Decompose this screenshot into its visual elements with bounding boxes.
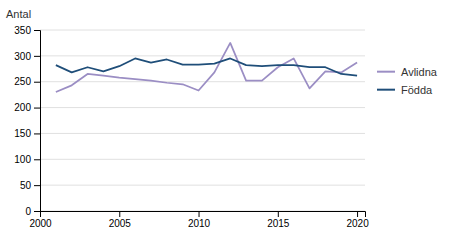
tick-mark xyxy=(34,82,40,83)
legend-swatch xyxy=(377,71,395,73)
grid-line xyxy=(40,159,365,160)
tick: 2000 xyxy=(29,211,52,229)
tick-mark xyxy=(34,159,40,160)
grid-line xyxy=(40,30,365,31)
tick: 2010 xyxy=(188,211,211,229)
tick-mark xyxy=(199,211,200,217)
tick-mark xyxy=(34,133,40,134)
tick-label: 2010 xyxy=(188,218,211,229)
grid xyxy=(40,30,365,211)
line xyxy=(56,43,357,92)
legend-label: Födda xyxy=(401,84,433,96)
tick-label: 50 xyxy=(20,180,32,191)
tick-label: 2005 xyxy=(109,218,132,229)
tick-mark xyxy=(34,56,40,57)
tick: 100 xyxy=(14,154,40,165)
tick-label: 350 xyxy=(14,25,31,36)
legend-item: Födda xyxy=(377,84,433,96)
tick: 2015 xyxy=(267,211,290,229)
tick-label: 200 xyxy=(14,102,31,113)
tick-mark xyxy=(119,211,120,217)
tick: 2020 xyxy=(346,211,369,229)
tick: 350 xyxy=(14,25,40,36)
tick: 200 xyxy=(14,102,40,113)
tick-mark xyxy=(357,211,358,217)
tick: 300 xyxy=(14,51,40,62)
tick-label: 2000 xyxy=(29,218,52,229)
legend-item: Avlidna xyxy=(377,66,438,78)
tick-label: 300 xyxy=(14,51,31,62)
tick-mark xyxy=(34,211,40,212)
tick: 150 xyxy=(14,128,40,139)
grid-line xyxy=(40,185,365,186)
grid-line xyxy=(40,107,365,108)
tick-label: 250 xyxy=(14,76,31,87)
grid-line xyxy=(40,133,365,134)
line xyxy=(56,58,357,75)
plot-area xyxy=(56,43,357,92)
tick-label: 100 xyxy=(14,154,31,165)
tick-mark xyxy=(34,108,40,109)
tick: 250 xyxy=(14,76,40,87)
tick-label: 2015 xyxy=(267,218,290,229)
chart: 2000 2005 2010 2015 2020 0 50 100 150 200 250 300 35… xyxy=(0,0,453,235)
legend: Avlidna Födda xyxy=(377,66,438,96)
tick-label: 2020 xyxy=(346,218,369,229)
tick-mark xyxy=(34,30,40,31)
y-axis: 0 50 100 150 200 250 300 350 xyxy=(14,25,40,217)
legend-swatch xyxy=(377,89,395,91)
tick-mark xyxy=(34,185,40,186)
axis-line xyxy=(34,31,41,212)
tick: 0 xyxy=(25,206,40,217)
x-axis: 2000 2005 2010 2015 2020 xyxy=(29,211,369,229)
tick-label: 150 xyxy=(14,128,31,139)
tick-label: 0 xyxy=(25,206,31,217)
legend-label: Avlidna xyxy=(401,66,438,78)
tick-mark xyxy=(278,211,279,217)
grid-line xyxy=(40,55,365,56)
tick: 2005 xyxy=(109,211,132,229)
y-axis-title: Antal xyxy=(6,8,31,20)
axis-line xyxy=(41,212,366,218)
tick: 50 xyxy=(20,180,40,191)
